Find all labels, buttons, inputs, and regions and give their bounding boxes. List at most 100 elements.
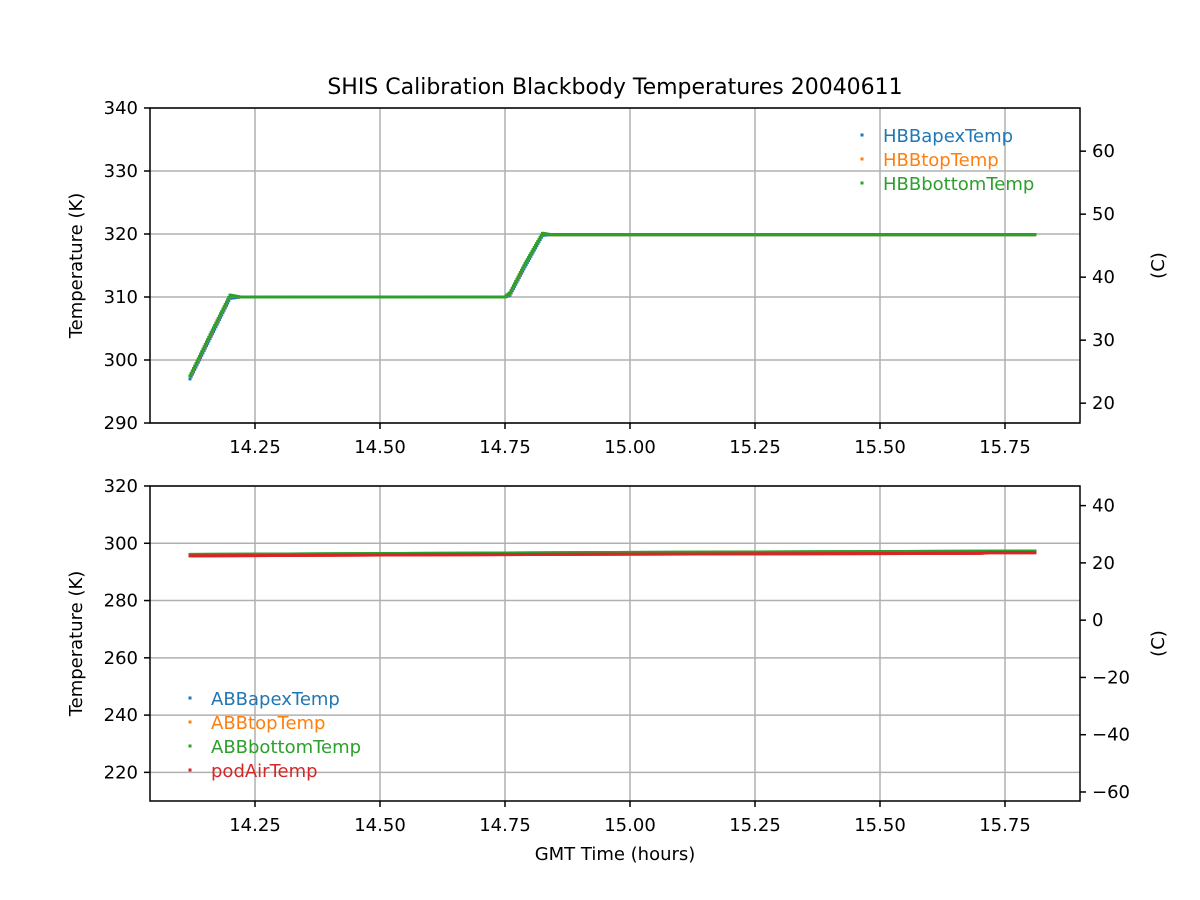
data-point <box>534 243 537 247</box>
figure-title: SHIS Calibration Blackbody Temperatures … <box>327 75 902 100</box>
data-point <box>531 247 535 251</box>
top-panel: 14.25 14.50 14.75 15.00 15.25 15.50 15.75 290 30… <box>66 98 1169 458</box>
y-tick-label: 340 <box>104 98 138 119</box>
data-point <box>203 342 207 346</box>
data-point <box>514 279 518 283</box>
series-HBBbottomTemp <box>188 231 1037 378</box>
data-point <box>535 241 539 245</box>
data-point <box>511 284 515 288</box>
x-tick-label: 14.25 <box>229 437 281 458</box>
data-point <box>525 258 529 262</box>
data-point <box>513 282 517 286</box>
data-point <box>222 305 226 309</box>
data-point <box>529 252 533 256</box>
data-point <box>1033 233 1037 237</box>
data-point <box>215 319 219 323</box>
data-point <box>189 371 193 375</box>
data-point <box>217 314 221 318</box>
data-point <box>221 307 225 311</box>
data-point <box>227 295 231 299</box>
data-point <box>524 260 528 264</box>
data-point <box>1033 549 1037 553</box>
y-tick-label: 310 <box>104 287 138 308</box>
y-tick-label: 330 <box>104 161 138 182</box>
data-point <box>510 286 514 290</box>
data-point <box>194 362 198 366</box>
legend: HBBapexTemp HBBtopTemp HBBbottomTemp <box>860 126 1034 195</box>
data-point <box>208 333 212 337</box>
bottom-panel: 14.25 14.50 14.75 15.00 15.25 15.50 15.7522024… <box>66 476 1169 836</box>
x-tick-label: 15.75 <box>979 437 1031 458</box>
y2-axis-label: (C) <box>1148 252 1169 279</box>
data-point <box>196 357 200 361</box>
data-point <box>520 268 524 272</box>
data-point <box>201 347 205 351</box>
data-point <box>518 271 522 275</box>
x-tick-label: 15.25 <box>729 437 781 458</box>
data-point <box>202 345 206 349</box>
data-point <box>530 250 534 254</box>
data-point <box>527 256 530 260</box>
data-point <box>204 340 208 344</box>
y2-tick-label: 30 <box>1092 330 1115 351</box>
data-point <box>188 374 192 378</box>
y2-tick-label: 60 <box>1092 141 1115 162</box>
data-point <box>199 352 203 356</box>
data-point <box>521 266 525 270</box>
data-point <box>224 300 228 304</box>
data-point <box>209 330 213 334</box>
data-point <box>195 359 199 363</box>
data-point <box>509 288 513 292</box>
series-podAirTemp <box>188 551 1037 558</box>
data-point <box>528 254 532 258</box>
data-point <box>532 245 536 249</box>
data-point <box>223 302 227 306</box>
x-tick-label: 14.75 <box>479 437 531 458</box>
y2-tick-label: 40 <box>1092 267 1115 288</box>
data-point <box>193 364 197 368</box>
x-tick-label: 15.00 <box>604 437 656 458</box>
data-point <box>192 367 196 371</box>
data-point <box>537 237 541 241</box>
data-point <box>214 321 218 325</box>
data-point <box>220 309 224 313</box>
y-axis-label: Temperature (K) <box>66 193 87 340</box>
y-tick-label: 290 <box>104 413 138 434</box>
legend-marker <box>860 181 864 185</box>
data-point <box>190 369 194 373</box>
data-point <box>517 273 521 277</box>
legend-marker <box>860 133 864 137</box>
legend-label: HBBbottomTemp <box>883 174 1034 195</box>
y2-tick-label: 20 <box>1092 393 1115 414</box>
data-point <box>206 338 210 342</box>
data-point <box>200 350 204 354</box>
y-tick-label: 300 <box>104 350 138 371</box>
data-point <box>226 298 230 302</box>
legend-label: HBBapexTemp <box>883 126 1013 147</box>
legend-label: HBBtopTemp <box>883 150 999 171</box>
data-point <box>212 326 216 330</box>
data-point <box>516 275 520 279</box>
y2-tick-label: 50 <box>1092 204 1115 225</box>
data-point <box>213 323 217 327</box>
data-point <box>210 328 214 332</box>
data-point <box>539 233 543 237</box>
data-point <box>216 316 220 320</box>
data-point <box>523 262 527 266</box>
legend-marker <box>860 157 864 161</box>
x-tick-label: 14.50 <box>354 437 406 458</box>
data-point <box>515 277 519 281</box>
plot-frame <box>149 107 1081 424</box>
data-point <box>508 291 512 295</box>
x-tick-label: 15.50 <box>854 437 906 458</box>
data-point <box>219 312 223 316</box>
data-point <box>207 335 211 339</box>
data-point <box>538 235 542 239</box>
y-tick-label: 320 <box>104 224 138 245</box>
data-point <box>536 239 540 243</box>
data-point <box>197 354 201 358</box>
data-point <box>522 264 526 268</box>
data-point <box>188 377 192 381</box>
